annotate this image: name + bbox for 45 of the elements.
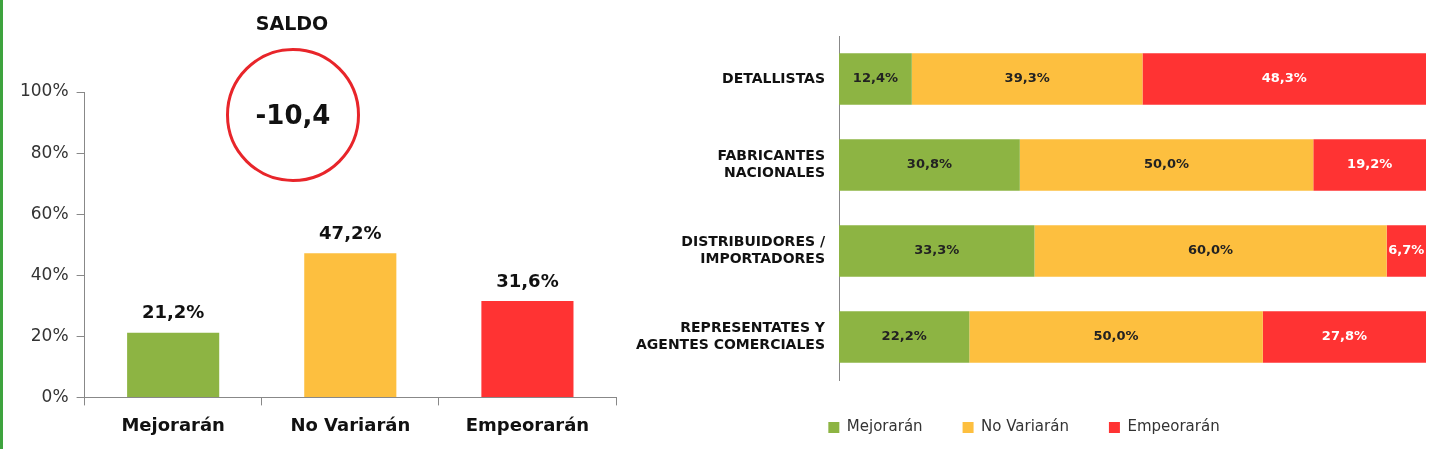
y-tick-label: 0% [41,385,69,406]
data-label: 30,8% [906,156,952,172]
bar [839,139,1020,191]
data-label: 50,0% [1093,328,1139,344]
bar [1034,225,1387,277]
data-label: 48,3% [1261,70,1307,86]
data-label: 27,8% [1321,328,1367,344]
bar [839,225,1035,277]
data-label: 60,0% [1188,242,1234,258]
data-label: 39,3% [1004,70,1050,86]
y-tick-label: DISTRIBUIDORES / IMPORTADORES [681,233,826,267]
bar [1142,53,1426,105]
bar [839,311,970,363]
bar [481,300,574,397]
data-label: 21,2% [141,301,205,323]
x-tick-label: Empeorarán [465,413,590,435]
data-label: 6,7% [1388,242,1425,258]
x-tick-label: Mejorarán [121,413,225,435]
data-label: 50,0% [1144,156,1190,172]
bar [1262,311,1426,363]
y-tick-label: 40% [30,263,69,284]
data-label: 12,4% [852,70,898,86]
data-label: 22,2% [881,328,927,344]
y-tick-label: 60% [30,202,69,223]
y-tick-label: REPRESENTATES Y AGENTES COMERCIALES [636,319,826,353]
bar [839,53,912,105]
bar [304,253,397,397]
data-label: 19,2% [1347,156,1393,172]
x-tick-label: No Variarán [290,413,411,435]
bar [127,332,220,397]
y-tick-label: 100% [19,80,69,101]
annotation: -10,4 [255,100,331,130]
chart-title: SALDO [255,12,329,34]
data-label: 31,6% [496,269,559,291]
bar [969,311,1263,363]
data-label: 47,2% [319,221,382,243]
data-label: 33,3% [914,242,960,258]
y-tick-label: 80% [30,141,69,162]
y-tick-label: FABRICANTES NACIONALES [717,147,826,181]
y-tick-label: 20% [30,324,69,345]
y-tick-label: DETALLISTAS [722,69,826,86]
bar [1386,225,1426,277]
bar [1313,139,1426,191]
bar [1019,139,1314,191]
bar [911,53,1143,105]
